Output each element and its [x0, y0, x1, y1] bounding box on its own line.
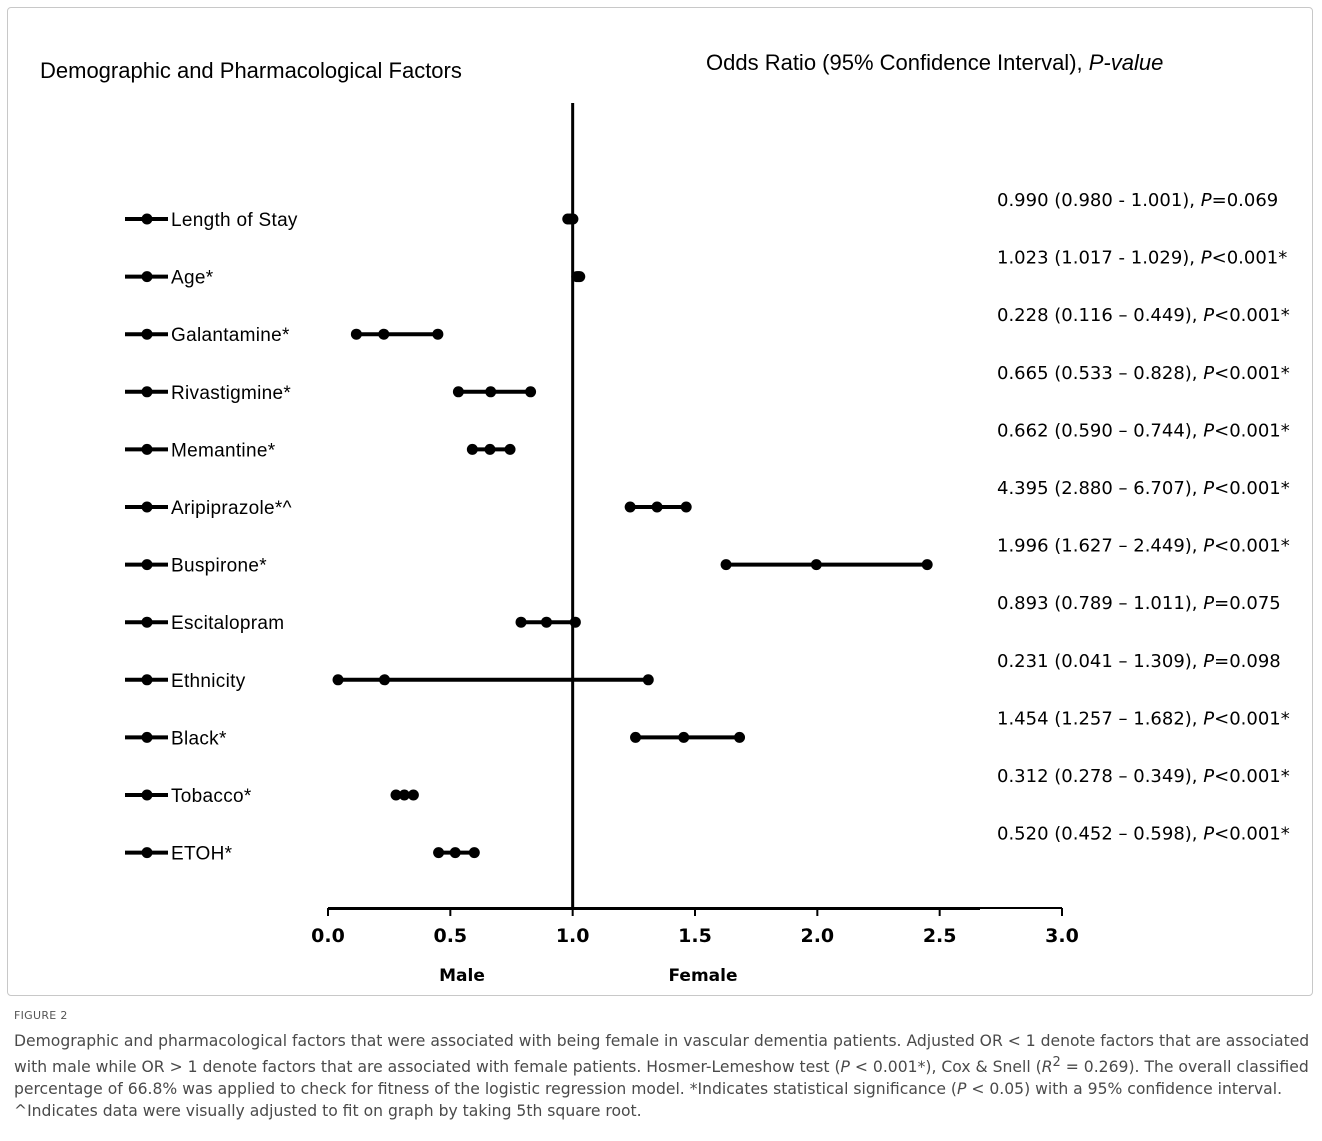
ci-lower-point	[390, 789, 402, 801]
ci-upper-point	[680, 501, 692, 513]
row-marker-dot	[141, 789, 153, 801]
ci-upper-point	[569, 616, 581, 628]
row-label: Memantine*	[171, 440, 276, 461]
row-ci-text: 1.454 (1.257 – 1.682), P<0.001*	[997, 708, 1290, 729]
ci-lower-point	[515, 616, 527, 628]
forest-row: Rivastigmine* 0.665 (0.533 – 0.828), P<0.…	[125, 363, 1290, 404]
forest-row: Aripiprazole*^ 4.395 (2.880 – 6.707), P<0…	[125, 478, 1290, 519]
row-ci-text: 0.312 (0.278 – 0.349), P<0.001*	[997, 766, 1290, 787]
row-ci-text: 0.231 (0.041 – 1.309), P=0.098	[997, 651, 1281, 672]
row-label: Ethnicity	[171, 671, 246, 692]
x-tick-label: 1.5	[678, 925, 712, 947]
odds-ratio-point	[484, 443, 496, 455]
row-ci-text: 1.023 (1.017 - 1.029), P<0.001*	[997, 248, 1287, 269]
row-label: ETOH*	[171, 844, 233, 865]
odds-ratio-point	[810, 559, 822, 571]
x-tick-label: 2.0	[800, 925, 834, 947]
ci-upper-point	[504, 443, 516, 455]
forest-row: Galantamine* 0.228 (0.116 – 0.449), P<0.0…	[125, 305, 1290, 346]
forest-row: Tobacco* 0.312 (0.278 – 0.349), P<0.001*	[125, 766, 1290, 807]
row-marker-dot	[141, 559, 153, 571]
row-marker-dot	[141, 213, 153, 225]
ci-lower-point	[624, 501, 636, 513]
row-ci-text: 0.665 (0.533 – 0.828), P<0.001*	[997, 363, 1290, 384]
row-label: Galantamine*	[171, 325, 290, 346]
ci-upper-point	[921, 559, 933, 571]
left-heading: Demographic and Pharmacological Factors	[40, 58, 462, 83]
row-marker-dot	[141, 847, 153, 859]
ci-upper-point	[642, 674, 654, 686]
odds-ratio-point	[398, 789, 410, 801]
odds-ratio-point	[449, 847, 461, 859]
odds-ratio-point	[651, 501, 663, 513]
right-heading: Odds Ratio (95% Confidence Interval), P-…	[706, 50, 1163, 75]
ci-lower-point	[452, 386, 464, 398]
forest-row: Buspirone* 1.996 (1.627 – 2.449), P<0.001…	[125, 536, 1290, 577]
x-tick-label: 0.0	[311, 925, 345, 947]
odds-ratio-point	[540, 616, 552, 628]
odds-ratio-point	[678, 731, 690, 743]
row-ci-text: 4.395 (2.880 – 6.707), P<0.001*	[997, 478, 1290, 499]
odds-ratio-point	[379, 674, 391, 686]
row-marker-dot	[141, 271, 153, 283]
forest-row: Ethnicity 0.231 (0.041 – 1.309), P=0.098	[125, 651, 1281, 692]
caption-text: Demographic and pharmacological factors …	[14, 1032, 1310, 1121]
ci-upper-point	[525, 386, 537, 398]
x-tick-label: 3.0	[1045, 925, 1079, 947]
ci-upper-point	[734, 731, 746, 743]
forest-row: Escitalopram 0.893 (0.789 – 1.011), P=0.0…	[125, 593, 1281, 634]
figure-caption: Demographic and pharmacological factors …	[14, 1030, 1310, 1122]
ci-lower-point	[433, 847, 445, 859]
row-label: Aripiprazole*^	[171, 498, 292, 519]
forest-row: Black* 1.454 (1.257 – 1.682), P<0.001*	[125, 708, 1290, 749]
forest-row: Length of Stay 0.990 (0.980 - 1.001), P=0…	[125, 190, 1278, 231]
row-ci-text: 0.990 (0.980 - 1.001), P=0.069	[997, 190, 1278, 211]
forest-row: ETOH* 0.520 (0.452 – 0.598), P<0.001*	[125, 824, 1290, 865]
row-label: Rivastigmine*	[171, 383, 291, 404]
ci-upper-point	[567, 213, 579, 225]
row-ci-text: 0.228 (0.116 – 0.449), P<0.001*	[997, 305, 1290, 326]
row-marker-dot	[141, 328, 153, 340]
x-tick-label: 0.5	[433, 925, 467, 947]
ci-upper-point	[468, 847, 480, 859]
ci-lower-point	[630, 731, 642, 743]
row-label: Escitalopram	[171, 613, 284, 634]
row-label: Age*	[171, 268, 214, 289]
male-label: Male	[439, 966, 485, 986]
row-marker-dot	[141, 443, 153, 455]
row-label: Black*	[171, 728, 227, 749]
row-ci-text: 1.996 (1.627 – 2.449), P<0.001*	[997, 536, 1290, 557]
row-ci-text: 0.662 (0.590 – 0.744), P<0.001*	[997, 420, 1290, 441]
figure-label: FIGURE 2	[14, 1009, 68, 1022]
ci-lower-point	[332, 674, 344, 686]
row-label: Tobacco*	[171, 786, 252, 807]
ci-lower-point	[350, 328, 362, 340]
row-marker-dot	[141, 386, 153, 398]
row-marker-dot	[141, 501, 153, 513]
female-label: Female	[669, 966, 738, 986]
forest-row: Age* 1.023 (1.017 - 1.029), P<0.001*	[125, 248, 1287, 289]
x-tick-label: 2.5	[923, 925, 957, 947]
ci-upper-point	[574, 271, 586, 283]
row-ci-text: 0.520 (0.452 – 0.598), P<0.001*	[997, 824, 1290, 845]
forest-row: Memantine* 0.662 (0.590 – 0.744), P<0.001…	[125, 420, 1290, 461]
ci-upper-point	[432, 328, 444, 340]
row-ci-text: 0.893 (0.789 – 1.011), P=0.075	[997, 593, 1281, 614]
x-tick-label: 1.0	[556, 925, 590, 947]
row-marker-dot	[141, 616, 153, 628]
ci-upper-point	[407, 789, 419, 801]
row-marker-dot	[141, 731, 153, 743]
ci-lower-point	[720, 559, 732, 571]
row-marker-dot	[141, 674, 153, 686]
odds-ratio-point	[485, 386, 497, 398]
row-label: Buspirone*	[171, 556, 267, 577]
row-label: Length of Stay	[171, 210, 298, 231]
odds-ratio-point	[378, 328, 390, 340]
ci-lower-point	[466, 443, 478, 455]
forest-plot: Demographic and Pharmacological Factors O…	[40, 50, 1290, 986]
figure-frame	[7, 7, 1313, 996]
